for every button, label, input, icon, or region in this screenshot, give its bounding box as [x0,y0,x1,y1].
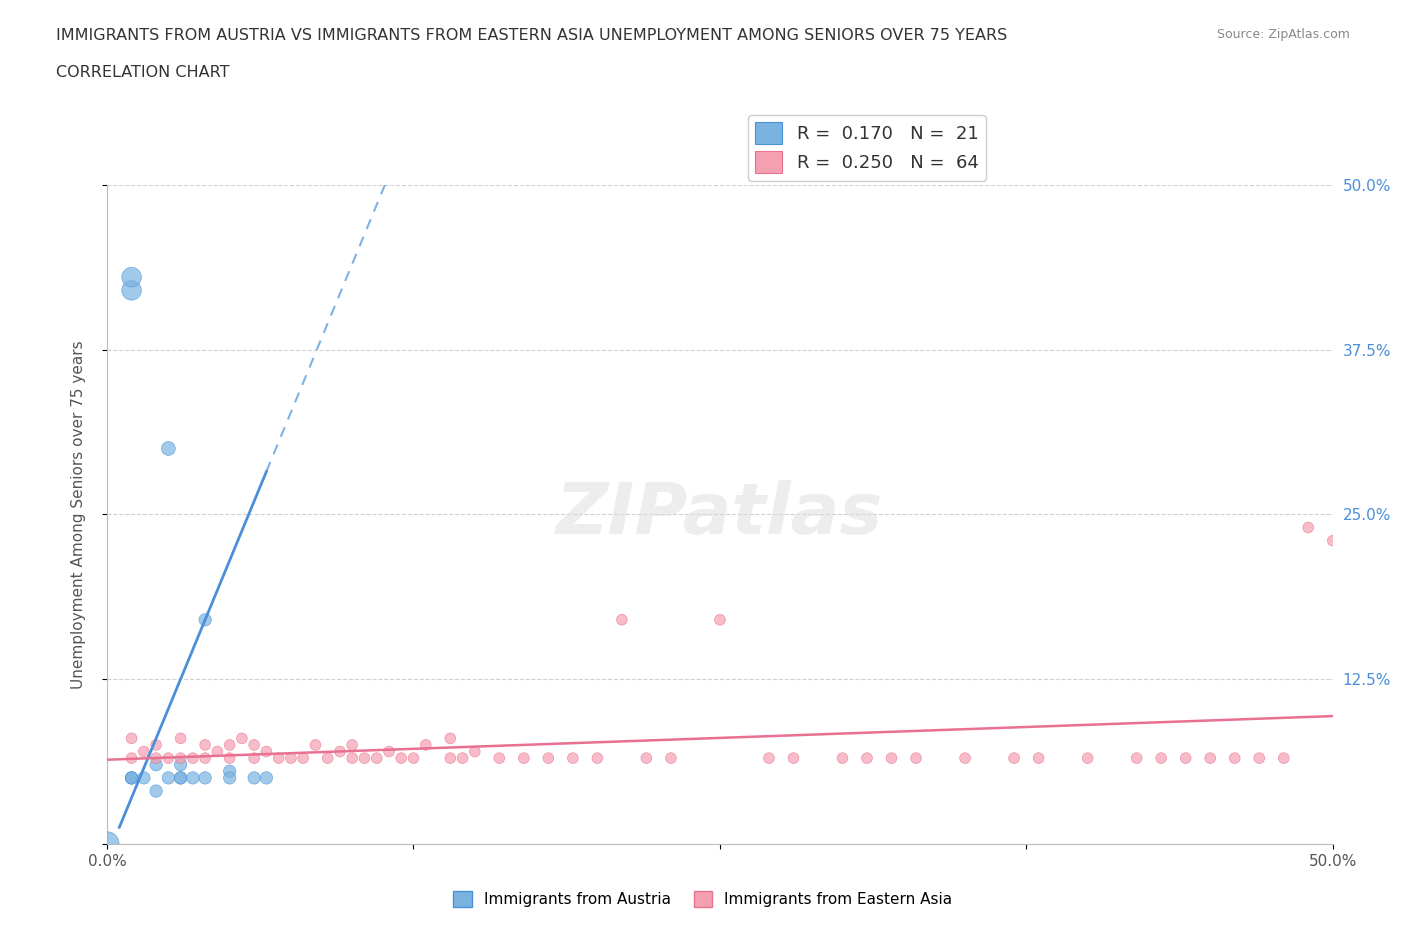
Point [451,751,474,765]
Point [254,744,277,759]
Point [292,751,315,765]
Point [207,744,229,759]
Point [169,751,191,765]
Point [96,836,118,851]
Point [169,770,191,785]
Point [145,751,167,765]
Point [169,757,191,772]
Point [194,737,217,752]
Text: IMMIGRANTS FROM AUSTRIA VS IMMIGRANTS FROM EASTERN ASIA UNEMPLOYMENT AMONG SENIO: IMMIGRANTS FROM AUSTRIA VS IMMIGRANTS FR… [56,28,1008,43]
Point [1249,751,1271,765]
Point [145,757,167,772]
Point [1199,751,1222,765]
Point [610,612,633,627]
Point [905,751,928,765]
Point [366,751,388,765]
Point [121,283,143,298]
Point [1174,751,1197,765]
Point [353,751,375,765]
Point [856,751,879,765]
Point [194,751,217,765]
Point [231,731,253,746]
Point [121,731,143,746]
Point [439,731,461,746]
Point [831,751,853,765]
Point [636,751,658,765]
Point [758,751,780,765]
Point [243,737,266,752]
Text: CORRELATION CHART: CORRELATION CHART [56,65,229,80]
Point [1150,751,1173,765]
Point [329,744,352,759]
Point [537,751,560,765]
Point [280,751,302,765]
Point [561,751,583,765]
Point [243,770,266,785]
Point [218,751,240,765]
Point [488,751,510,765]
Point [169,731,191,746]
Point [1223,751,1246,765]
Point [254,770,277,785]
Point [1296,520,1319,535]
Point [782,751,804,765]
Point [145,784,167,799]
Text: Source: ZipAtlas.com: Source: ZipAtlas.com [1216,28,1350,41]
Point [402,751,425,765]
Point [218,770,240,785]
Point [439,751,461,765]
Point [415,737,437,752]
Point [121,770,143,785]
Point [157,441,180,456]
Legend: R =  0.170   N =  21, R =  0.250   N =  64: R = 0.170 N = 21, R = 0.250 N = 64 [748,115,986,180]
Point [513,751,536,765]
Point [1272,751,1295,765]
Point [709,612,731,627]
Point [378,744,401,759]
Point [1077,751,1099,765]
Y-axis label: Unemployment Among Seniors over 75 years: Unemployment Among Seniors over 75 years [72,340,86,688]
Point [194,770,217,785]
Point [464,744,486,759]
Text: ZIPatlas: ZIPatlas [557,480,883,549]
Point [316,751,339,765]
Point [1028,751,1050,765]
Point [132,770,155,785]
Point [218,737,240,752]
Point [121,770,143,785]
Point [953,751,976,765]
Point [1125,751,1147,765]
Point [121,770,143,785]
Point [132,744,155,759]
Point [218,764,240,778]
Point [1322,533,1344,548]
Point [157,751,180,765]
Legend: Immigrants from Austria, Immigrants from Eastern Asia: Immigrants from Austria, Immigrants from… [447,884,959,913]
Point [243,751,266,765]
Point [659,751,682,765]
Point [181,770,204,785]
Point [389,751,412,765]
Point [586,751,609,765]
Point [880,751,903,765]
Point [342,751,364,765]
Point [267,751,290,765]
Point [1002,751,1025,765]
Point [157,770,180,785]
Point [121,270,143,285]
Point [304,737,326,752]
Point [194,612,217,627]
Point [169,770,191,785]
Point [181,751,204,765]
Point [121,751,143,765]
Point [145,737,167,752]
Point [342,737,364,752]
